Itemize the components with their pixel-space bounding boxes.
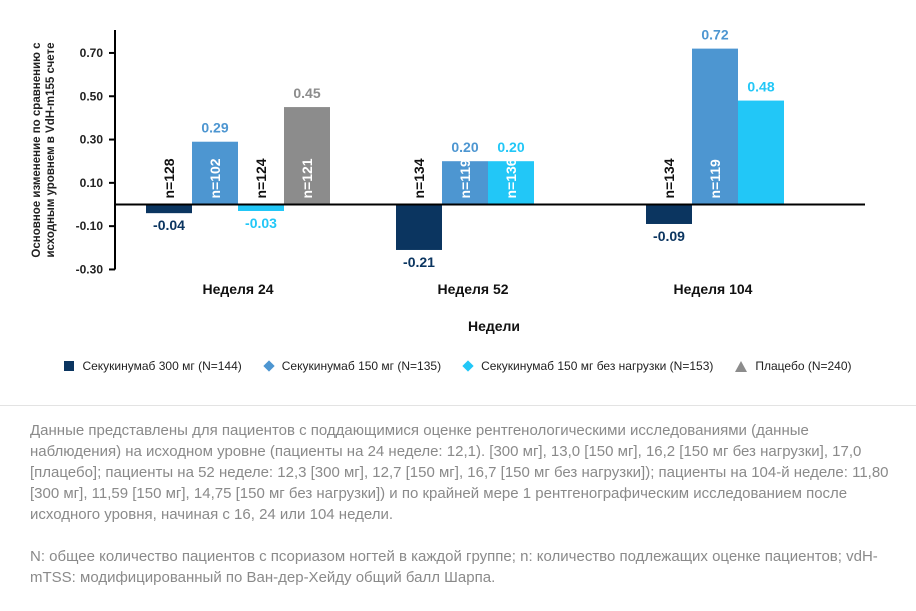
bar [396, 204, 442, 250]
footnote-data-description: Данные представлены для пациентов с подд… [30, 422, 889, 523]
n-label: n=119 [707, 159, 723, 199]
bar [692, 48, 738, 205]
divider [0, 405, 916, 406]
data-label: -0.21 [403, 254, 435, 270]
bar [192, 141, 238, 205]
n-label: n=134 [411, 158, 427, 198]
bar [442, 161, 488, 205]
y-tick-label: 0.70 [80, 46, 104, 60]
data-label: 0.20 [451, 139, 478, 155]
data-label: -0.04 [153, 217, 185, 233]
legend-item-secukinumab-150: Секукинумаб 150 мг (N=135) [263, 359, 442, 373]
n-label: n=136 [503, 158, 519, 198]
triangle-icon [735, 360, 748, 372]
legend-label: Секукинумаб 150 мг без нагрузки (N=153) [481, 359, 714, 373]
square-icon [64, 361, 75, 371]
bar [738, 100, 784, 205]
legend-item-secukinumab-150-no-loading: Секукинумаб 150 мг без нагрузки (N=153) [462, 359, 714, 373]
data-label: -0.09 [653, 228, 685, 244]
y-axis-label-line: исходным уровнем в VdH-m155 счете [45, 42, 57, 257]
data-label: 0.48 [747, 79, 774, 95]
y-tick-label: -0.10 [76, 219, 104, 233]
bar [488, 161, 534, 205]
y-tick-label: -0.30 [76, 262, 104, 276]
legend-label: Плацебо (N=240) [755, 359, 852, 373]
category-label: Неделя 52 [437, 281, 508, 297]
legend: Секукинумаб 300 мг (N=144) Секукинумаб 1… [0, 359, 916, 373]
n-label: n=124 [253, 158, 269, 198]
n-label: n=134 [661, 158, 677, 198]
category-label: Неделя 24 [202, 281, 273, 297]
bar [238, 204, 284, 211]
n-label: n=102 [207, 158, 223, 198]
y-tick-label: 0.10 [80, 176, 104, 190]
footnotes: Данные представлены для пациентов с подд… [30, 420, 890, 609]
n-label: n=119 [457, 159, 473, 199]
legend-label: Секукинумаб 150 мг (N=135) [281, 359, 442, 373]
y-axis-label-line: Основное изменение по сравнению с [31, 42, 43, 258]
bar-chart: 0.70 0.50 0.30 0.10 -0.10 -0.30 Основное измен… [31, 27, 865, 334]
y-tick-label: 0.50 [80, 89, 104, 103]
y-axis-label: Основное изменение по сравнению с исходны… [31, 42, 57, 258]
data-label: 0.20 [497, 139, 524, 155]
bar [646, 204, 692, 224]
data-label: -0.03 [245, 215, 277, 231]
y-tick-label: 0.30 [80, 133, 104, 147]
data-label: 0.45 [293, 85, 320, 101]
footnote-abbreviations: N: общее количество пациентов с псориазо… [30, 548, 878, 586]
legend-item-secukinumab-300: Секукинумаб 300 мг (N=144) [64, 359, 242, 373]
category-label: Неделя 104 [674, 281, 753, 297]
bar [284, 107, 330, 205]
bar [146, 204, 192, 214]
diamond-icon [263, 360, 275, 372]
n-label: n=128 [161, 158, 177, 198]
data-label: 0.29 [201, 120, 228, 136]
data-label: 0.72 [701, 27, 728, 43]
diamond-icon [462, 360, 474, 372]
legend-item-placebo: Плацебо (N=240) [735, 359, 852, 373]
legend-label: Секукинумаб 300 мг (N=144) [82, 359, 242, 373]
n-label: n=121 [299, 158, 315, 198]
x-axis-label: Недели [468, 318, 520, 334]
